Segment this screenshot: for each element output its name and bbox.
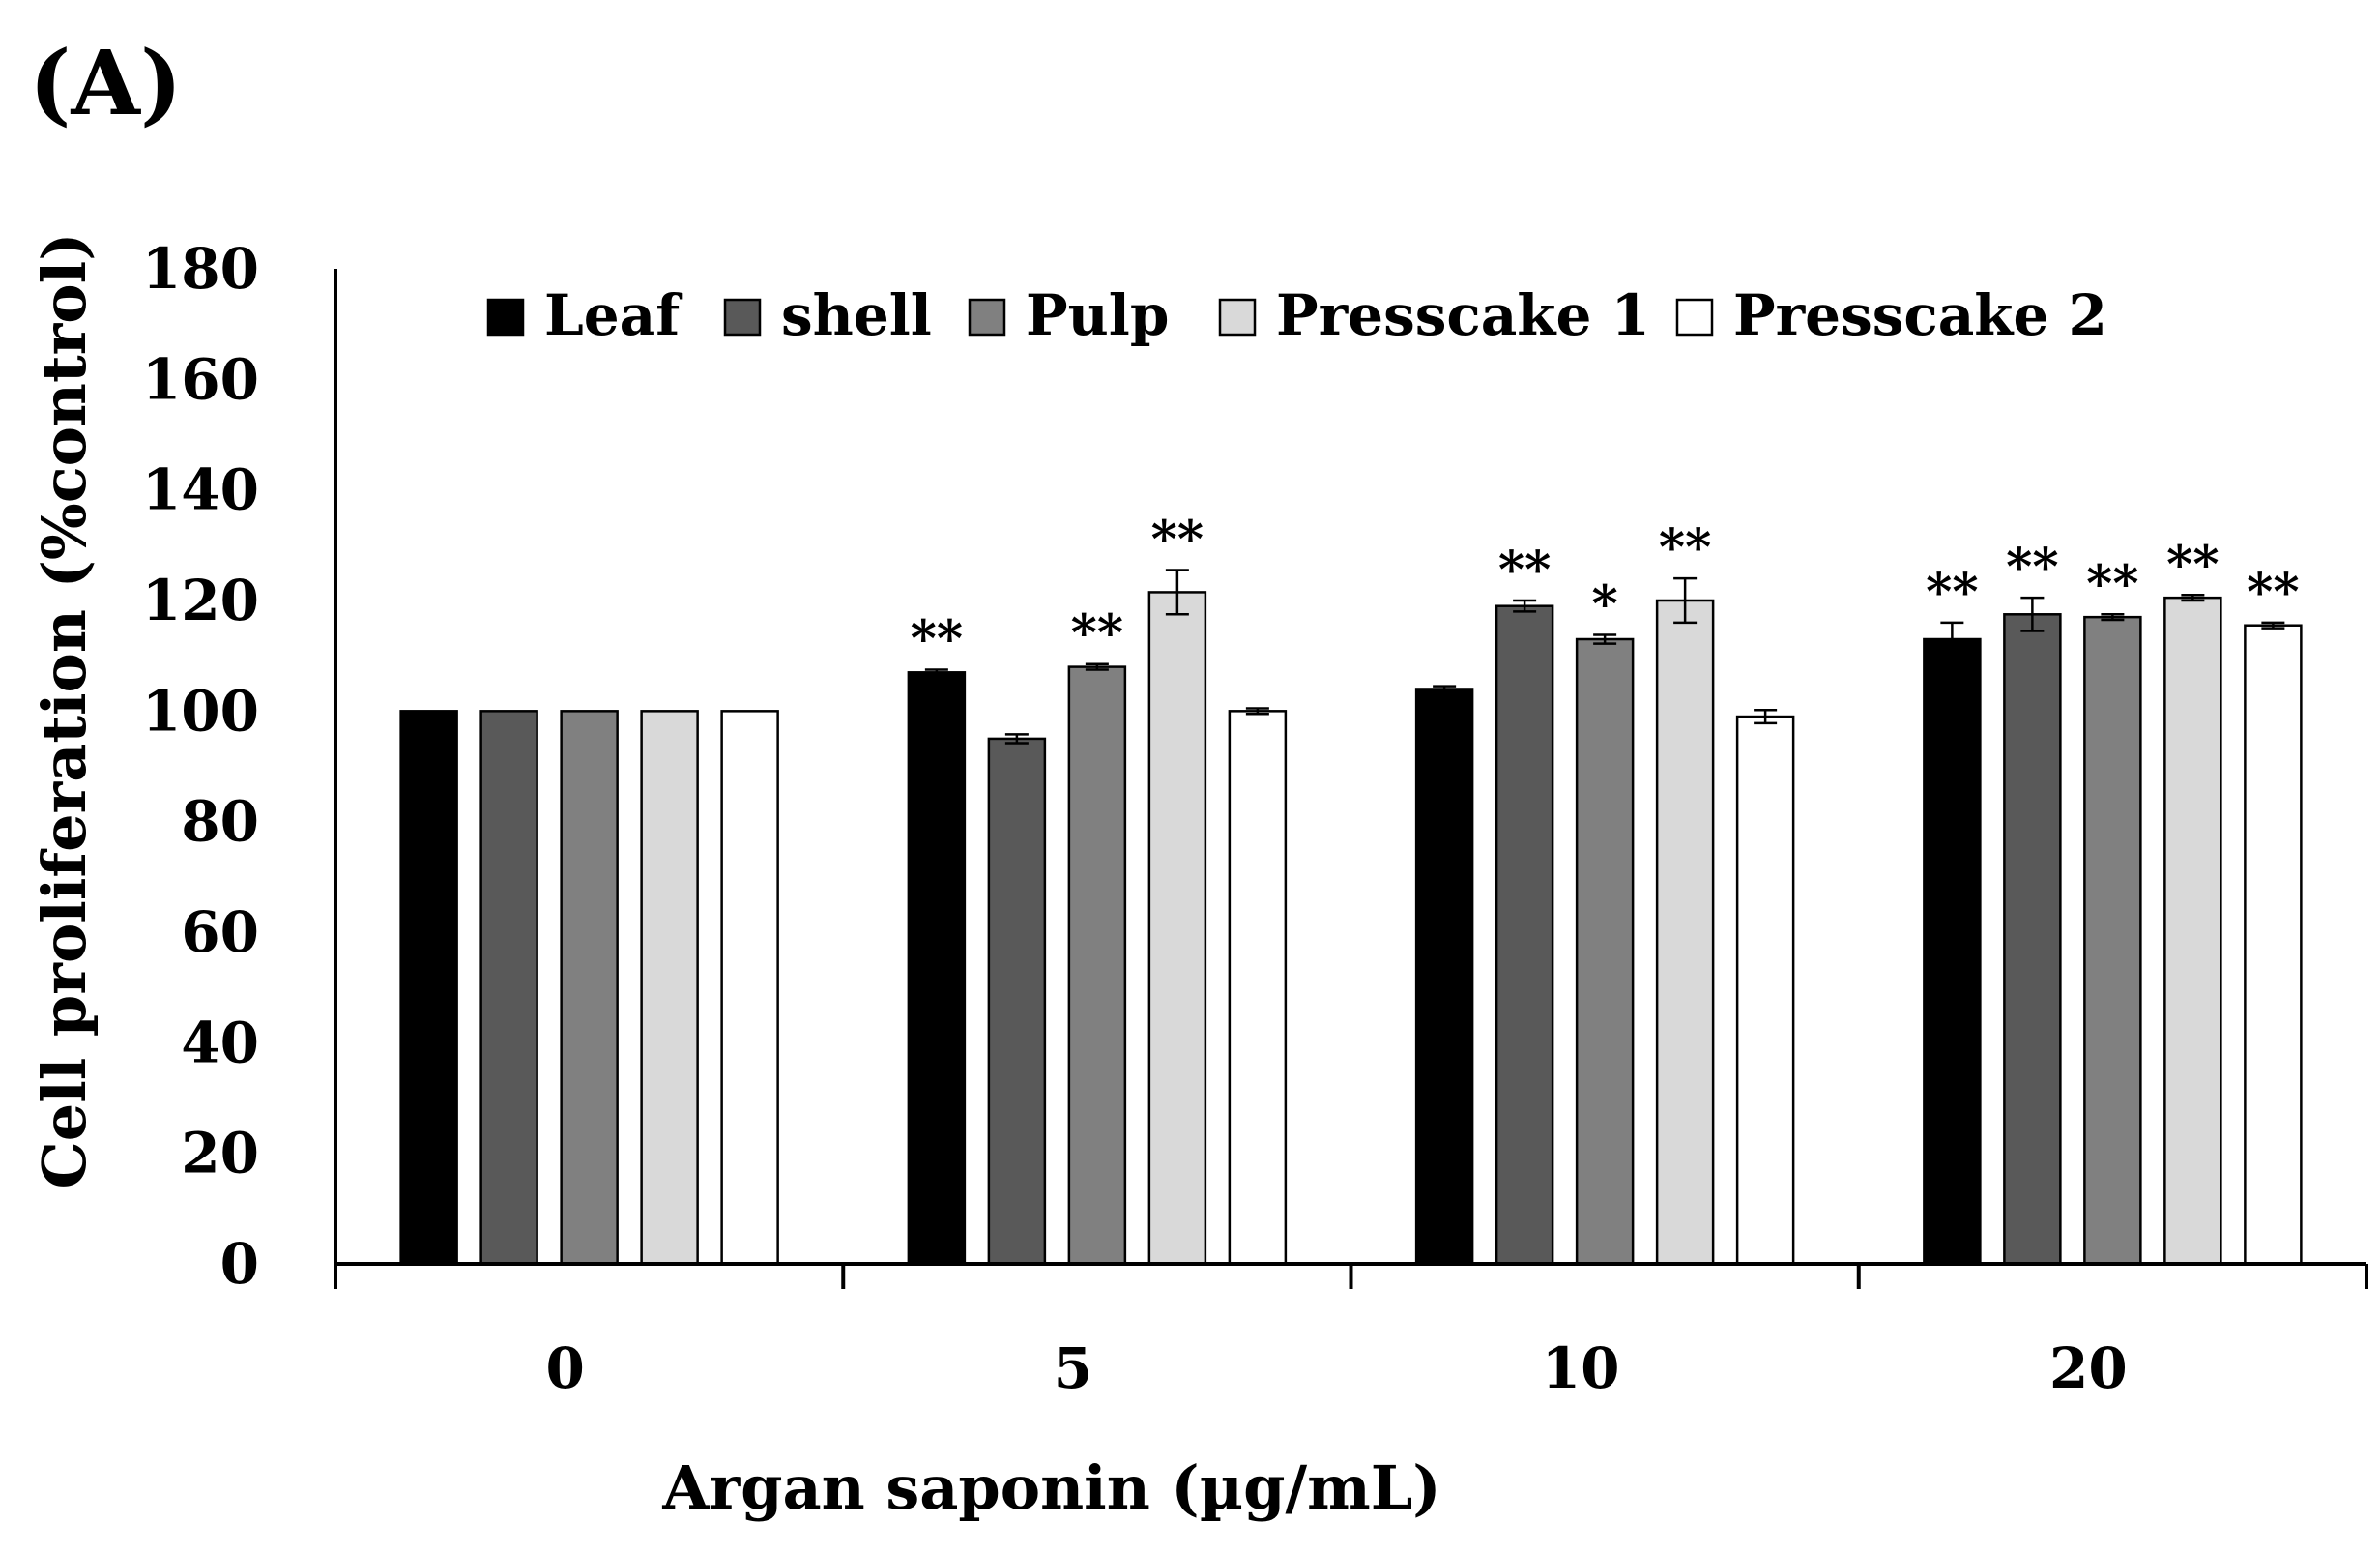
bar [479, 710, 538, 1266]
x-tick-label: 10 [1542, 1335, 1620, 1401]
panel-label: (A) [29, 31, 182, 135]
significance-label: ** [1151, 511, 1204, 570]
axes [334, 269, 2368, 1289]
y-tick-label: 0 [220, 1231, 259, 1297]
bar [2163, 596, 2222, 1266]
y-tick-label: 20 [181, 1121, 259, 1187]
legend-label: shell [781, 282, 932, 348]
legend-swatch [1218, 298, 1257, 337]
y-tick-label: 180 [142, 236, 259, 302]
x-axis-title: Argan saponin (µg/mL) [661, 1452, 1440, 1523]
y-tick-label: 160 [142, 346, 259, 412]
legend-swatch [486, 298, 525, 337]
x-axis-ticks: 0 5 10 20 [545, 1335, 2127, 1401]
significance-label: ** [2166, 535, 2219, 594]
significance-label: ** [2247, 563, 2299, 622]
bar [720, 710, 779, 1266]
x-tick-label: 0 [545, 1335, 584, 1401]
bar [399, 710, 458, 1266]
y-axis-title: Cell proliferation (%control) [29, 232, 100, 1188]
legend-label: Presscake 1 [1276, 282, 1650, 348]
bar [2083, 615, 2142, 1266]
bar [2244, 624, 2303, 1266]
significance-label: ** [2086, 554, 2138, 613]
y-tick-label: 100 [142, 678, 259, 744]
significance-label: ** [1071, 604, 1123, 663]
bar [1067, 665, 1127, 1266]
y-tick-label: 60 [181, 899, 259, 965]
x-tick-label: 5 [1054, 1335, 1092, 1401]
bar [2003, 613, 2062, 1266]
bar [1575, 637, 1635, 1266]
y-tick-label: 40 [181, 1010, 259, 1075]
bar [640, 710, 699, 1266]
significance-label: * [1592, 574, 1618, 633]
legend-swatch [723, 298, 762, 337]
significance-label: ** [1659, 518, 1711, 577]
bar [1655, 599, 1715, 1266]
bars: ****** **** * **** ** ** ** [399, 511, 2303, 1266]
y-axis-ticks: 0 20 40 60 80 100 120 140 160 180 [142, 236, 259, 1297]
legend: Leaf shell Pulp Presscake 1 Presscake 2 [486, 282, 2107, 348]
y-tick-label: 80 [181, 789, 259, 855]
y-tick-label: 120 [142, 568, 259, 633]
legend-swatch [968, 298, 1006, 337]
legend-label: Leaf [544, 282, 683, 348]
bar [1147, 591, 1207, 1266]
significance-label: ** [911, 609, 963, 668]
bar [987, 737, 1047, 1266]
bar [1495, 604, 1554, 1266]
bar [907, 671, 967, 1266]
legend-label: Presscake 2 [1733, 282, 2107, 348]
significance-label: ** [2006, 538, 2058, 597]
legend-label: Pulp [1026, 282, 1169, 348]
bar [1228, 710, 1288, 1266]
x-tick-label: 20 [2049, 1335, 2128, 1401]
legend-swatch [1675, 298, 1714, 337]
significance-label: ** [1498, 541, 1551, 600]
significance-label: ** [1926, 563, 1978, 622]
bar [560, 710, 619, 1266]
y-tick-label: 140 [142, 457, 259, 523]
bar [1735, 715, 1795, 1266]
bar [1414, 688, 1474, 1266]
bar [1923, 637, 1982, 1266]
